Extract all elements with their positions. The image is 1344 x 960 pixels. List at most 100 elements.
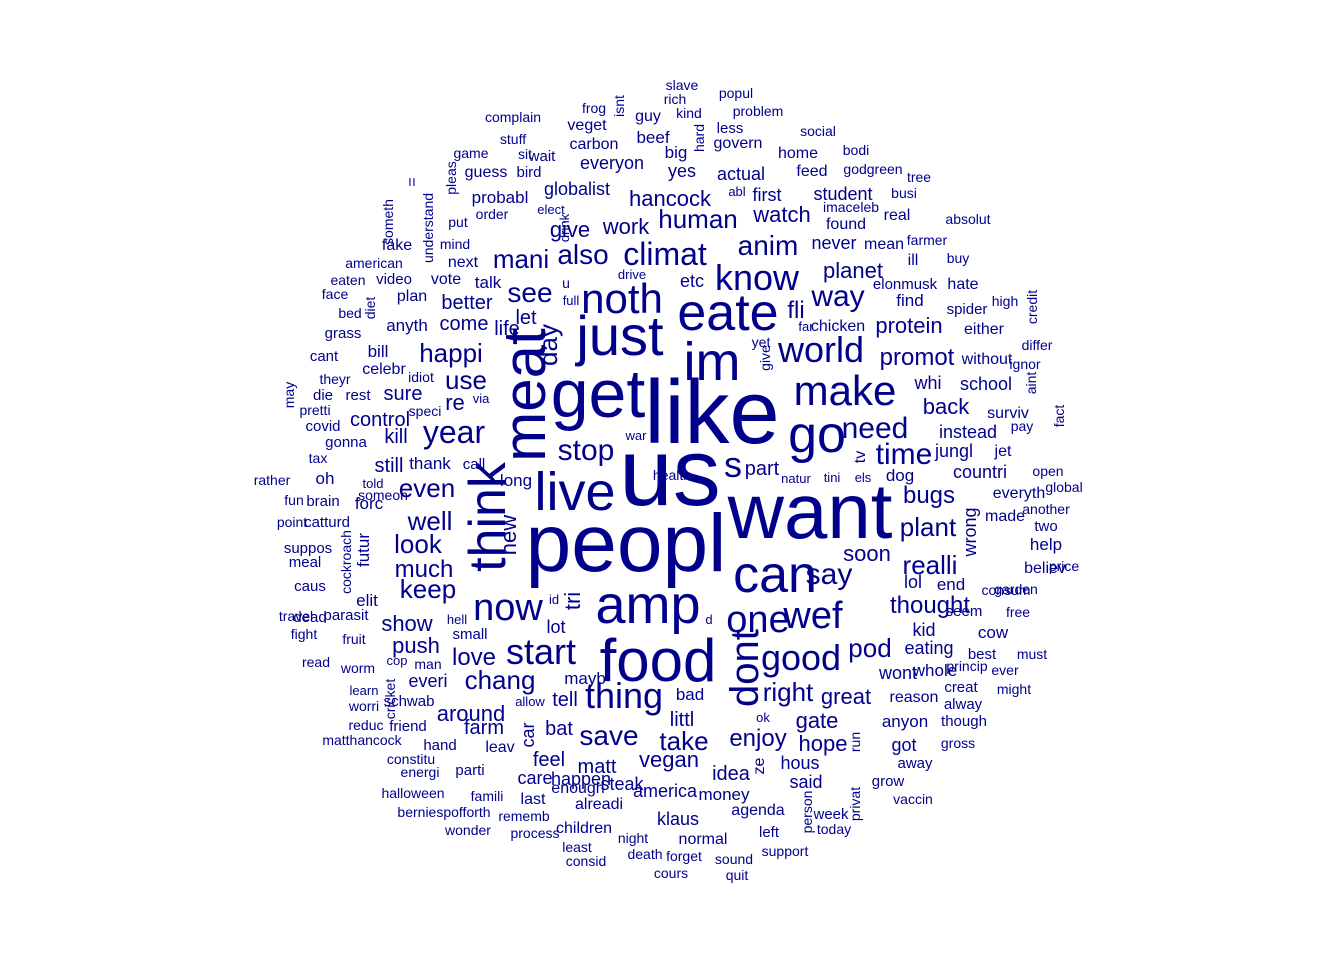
word-good: good (761, 637, 841, 678)
word-wont: wont (878, 663, 917, 683)
word-privat: privat (847, 787, 863, 821)
word-first: first (753, 185, 782, 205)
word-today: today (817, 821, 851, 837)
word-plan: plan (397, 288, 427, 305)
word-everi: everi (408, 671, 447, 691)
word-hate: hate (947, 276, 978, 293)
word-vegan: vegan (639, 747, 699, 772)
word-spider: spider (947, 301, 988, 318)
word-understand: understand (420, 193, 436, 263)
word-cow: cow (978, 623, 1009, 642)
word-learn: learn (350, 683, 379, 698)
word-berniespofforth: berniespofforth (397, 804, 490, 820)
word-might: might (997, 681, 1031, 697)
word-via: via (473, 391, 490, 406)
word-bodi: bodi (843, 142, 869, 158)
word-mayb: mayb (564, 669, 606, 688)
word-make: make (794, 367, 897, 414)
word-hope: hope (799, 731, 848, 756)
word-govern: govern (714, 135, 763, 152)
word-watch: watch (752, 202, 810, 227)
word-climat: climat (623, 236, 707, 272)
word-everyth: everyth (993, 485, 1045, 502)
word-consum: consum (981, 582, 1030, 598)
word-support: support (762, 843, 809, 859)
word-anyth: anyth (386, 316, 428, 335)
word-die: die (313, 387, 333, 404)
word-klaus: klaus (657, 809, 699, 829)
word-ignor: ignor (1009, 356, 1040, 372)
word-frog: frog (582, 100, 606, 116)
word-hous: hous (780, 753, 819, 773)
word-look: look (394, 529, 443, 559)
word-cop: cop (387, 653, 408, 668)
word-day: day (533, 324, 563, 366)
word-guess: guess (465, 164, 508, 181)
word-mind: mind (440, 236, 470, 252)
word-tax: tax (309, 450, 328, 466)
word-just: just (574, 304, 664, 367)
word-surviv: surviv (987, 405, 1029, 422)
word-someon: someon (358, 487, 408, 503)
word-worri: worri (348, 698, 379, 714)
word-farm: farm (464, 717, 504, 739)
word-actual: actual (717, 164, 765, 184)
word-kill: kill (384, 426, 407, 448)
word-promot: promot (880, 344, 955, 371)
word-tini: tini (824, 470, 841, 485)
word-gross: gross (941, 735, 975, 751)
word-america: america (633, 781, 698, 801)
word-peopl: peopl (526, 498, 727, 589)
word-imaceleb: imaceleb (823, 199, 879, 215)
word-popul: popul (719, 85, 753, 101)
word-bugs: bugs (903, 482, 955, 509)
word-around: around (437, 701, 506, 726)
word-push: push (392, 633, 440, 658)
word-right: right (763, 677, 814, 707)
word-instead: instead (939, 422, 997, 442)
word-start: start (506, 631, 576, 672)
word-godgreen: godgreen (843, 161, 902, 177)
word-allow: allow (515, 694, 545, 709)
word-diet: diet (362, 297, 378, 320)
word-d: d (705, 612, 712, 627)
word-famili: famili (471, 788, 504, 804)
word-whole: whole (912, 661, 957, 680)
word-u: u (562, 275, 570, 291)
word-theyr: theyr (319, 371, 350, 387)
word-say: say (806, 558, 853, 591)
word-yet: yet (752, 334, 771, 350)
word-travel: travel (279, 608, 313, 624)
word-forget: forget (666, 848, 702, 864)
word-yes: yes (668, 161, 696, 181)
word-keep: keep (400, 574, 456, 604)
word-one: one (726, 599, 789, 641)
word-mean: mean (864, 236, 904, 253)
word-creat: creat (944, 679, 978, 696)
word-drink: drink (557, 213, 572, 242)
word-ze: ze (751, 757, 768, 774)
word-probabl: probabl (472, 188, 529, 207)
word-dog: dog (886, 466, 914, 485)
word-realli: realli (903, 550, 958, 580)
word-caus: caus (294, 578, 326, 595)
word-next: next (448, 254, 479, 271)
word-pretti: pretti (299, 402, 330, 418)
word-feed: feed (796, 163, 827, 180)
word-save: save (579, 720, 638, 751)
word-mani: mani (493, 244, 549, 274)
word-still: still (375, 455, 404, 477)
word-children: children (556, 820, 612, 837)
word-give: give (550, 217, 590, 242)
word-night: night (618, 830, 648, 846)
word-bad: bad (676, 685, 704, 704)
word-global: global (1045, 479, 1082, 495)
word-cricket: cricket (382, 679, 398, 720)
word-guy: guy (635, 108, 661, 125)
word-re: re (445, 390, 465, 415)
word-care: care (517, 768, 552, 788)
word-someth: someth (380, 199, 396, 245)
word-normal: normal (679, 831, 728, 848)
word-natur: natur (781, 471, 811, 486)
